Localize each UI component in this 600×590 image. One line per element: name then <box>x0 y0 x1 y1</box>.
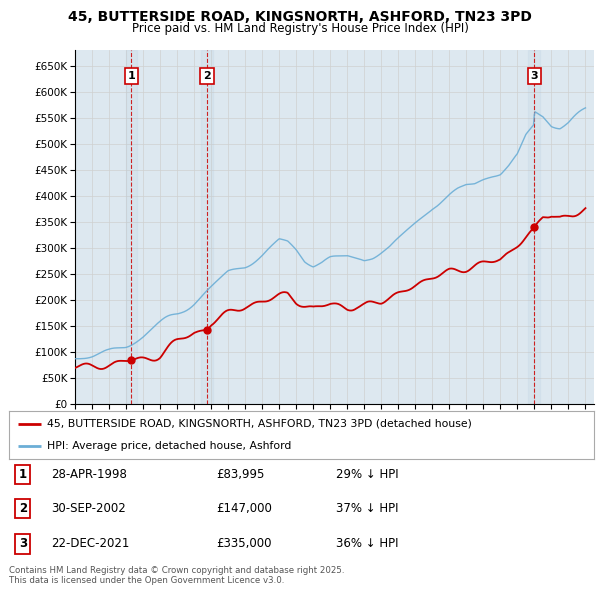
Text: £147,000: £147,000 <box>216 502 272 515</box>
Text: 1: 1 <box>128 71 136 81</box>
Text: HPI: Average price, detached house, Ashford: HPI: Average price, detached house, Ashf… <box>47 441 292 451</box>
Text: 36% ↓ HPI: 36% ↓ HPI <box>336 537 398 550</box>
Text: 28-APR-1998: 28-APR-1998 <box>51 468 127 481</box>
Text: 45, BUTTERSIDE ROAD, KINGSNORTH, ASHFORD, TN23 3PD: 45, BUTTERSIDE ROAD, KINGSNORTH, ASHFORD… <box>68 10 532 24</box>
Text: 29% ↓ HPI: 29% ↓ HPI <box>336 468 398 481</box>
Bar <box>528 50 540 404</box>
Text: 3: 3 <box>19 537 27 550</box>
Bar <box>201 50 213 404</box>
Text: 1: 1 <box>19 468 27 481</box>
Text: £335,000: £335,000 <box>216 537 271 550</box>
Text: 37% ↓ HPI: 37% ↓ HPI <box>336 502 398 515</box>
Text: Contains HM Land Registry data © Crown copyright and database right 2025.
This d: Contains HM Land Registry data © Crown c… <box>9 566 344 585</box>
Text: 30-SEP-2002: 30-SEP-2002 <box>51 502 126 515</box>
Bar <box>125 50 137 404</box>
Text: £83,995: £83,995 <box>216 468 265 481</box>
Text: 2: 2 <box>203 71 211 81</box>
Text: 2: 2 <box>19 502 27 515</box>
Text: Price paid vs. HM Land Registry's House Price Index (HPI): Price paid vs. HM Land Registry's House … <box>131 22 469 35</box>
Text: 45, BUTTERSIDE ROAD, KINGSNORTH, ASHFORD, TN23 3PD (detached house): 45, BUTTERSIDE ROAD, KINGSNORTH, ASHFORD… <box>47 419 472 429</box>
Text: 22-DEC-2021: 22-DEC-2021 <box>51 537 130 550</box>
Text: 3: 3 <box>530 71 538 81</box>
